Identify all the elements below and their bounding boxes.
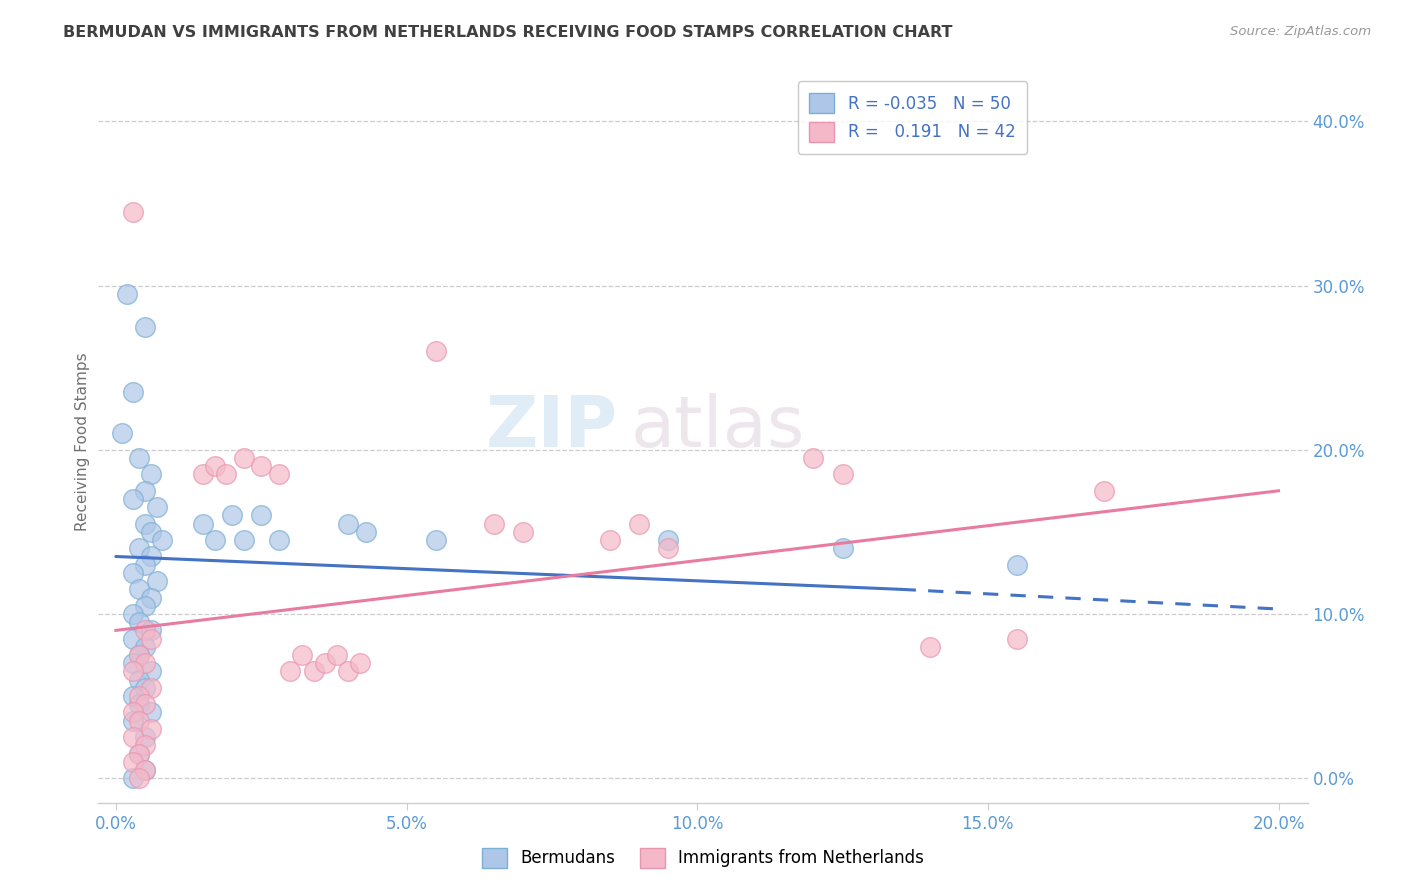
Point: [139, 549, 162, 564]
Point: [117, 286, 139, 301]
Point: [1005, 558, 1028, 572]
Point: [215, 467, 238, 482]
Point: [128, 582, 150, 597]
Point: [803, 450, 825, 465]
Point: [278, 665, 301, 679]
Text: atlas: atlas: [630, 392, 804, 461]
Text: ZIP: ZIP: [486, 392, 619, 461]
Point: [122, 385, 145, 400]
Point: [134, 640, 156, 654]
Point: [425, 344, 447, 359]
Point: [128, 673, 150, 687]
Point: [250, 508, 273, 523]
Point: [267, 533, 290, 547]
Point: [134, 657, 156, 671]
Point: [250, 459, 273, 474]
Y-axis label: Receiving Food Stamps: Receiving Food Stamps: [75, 352, 90, 531]
Point: [134, 698, 156, 712]
Point: [657, 533, 679, 547]
Point: [111, 426, 134, 441]
Point: [128, 648, 150, 662]
Point: [326, 648, 349, 662]
Point: [128, 689, 150, 703]
Point: [191, 516, 214, 531]
Text: Source: ZipAtlas.com: Source: ZipAtlas.com: [1230, 25, 1371, 38]
Point: [139, 665, 162, 679]
Point: [354, 524, 377, 539]
Point: [139, 467, 162, 482]
Point: [221, 508, 243, 523]
Point: [122, 491, 145, 506]
Point: [139, 681, 162, 695]
Point: [122, 204, 145, 219]
Point: [191, 467, 214, 482]
Legend: Bermudans, Immigrants from Netherlands: Bermudans, Immigrants from Netherlands: [475, 841, 931, 875]
Point: [122, 665, 145, 679]
Point: [204, 533, 226, 547]
Point: [134, 516, 156, 531]
Point: [657, 541, 679, 556]
Point: [122, 771, 145, 785]
Point: [134, 763, 156, 777]
Point: [128, 771, 150, 785]
Point: [134, 763, 156, 777]
Point: [139, 722, 162, 736]
Point: [337, 516, 360, 531]
Point: [122, 730, 145, 744]
Point: [139, 591, 162, 605]
Text: BERMUDAN VS IMMIGRANTS FROM NETHERLANDS RECEIVING FOOD STAMPS CORRELATION CHART: BERMUDAN VS IMMIGRANTS FROM NETHERLANDS …: [63, 25, 953, 40]
Point: [267, 467, 290, 482]
Point: [128, 450, 150, 465]
Point: [134, 483, 156, 498]
Point: [122, 706, 145, 720]
Point: [134, 730, 156, 744]
Point: [232, 450, 254, 465]
Point: [122, 714, 145, 728]
Point: [134, 319, 156, 334]
Point: [122, 755, 145, 769]
Point: [128, 714, 150, 728]
Point: [599, 533, 621, 547]
Point: [122, 566, 145, 580]
Point: [139, 706, 162, 720]
Point: [128, 615, 150, 630]
Point: [139, 524, 162, 539]
Point: [134, 558, 156, 572]
Point: [1092, 483, 1115, 498]
Point: [139, 624, 162, 638]
Point: [314, 657, 336, 671]
Point: [128, 747, 150, 761]
Point: [1005, 632, 1028, 646]
Point: [425, 533, 447, 547]
Point: [145, 500, 167, 515]
Point: [831, 467, 853, 482]
Point: [512, 524, 534, 539]
Point: [128, 747, 150, 761]
Point: [128, 648, 150, 662]
Point: [134, 599, 156, 613]
Point: [122, 689, 145, 703]
Point: [145, 574, 167, 588]
Point: [628, 516, 651, 531]
Legend: R = -0.035   N = 50, R =   0.191   N = 42: R = -0.035 N = 50, R = 0.191 N = 42: [797, 81, 1028, 153]
Point: [134, 739, 156, 753]
Point: [291, 648, 314, 662]
Point: [134, 681, 156, 695]
Point: [918, 640, 941, 654]
Point: [122, 607, 145, 621]
Point: [232, 533, 254, 547]
Point: [204, 459, 226, 474]
Point: [302, 665, 325, 679]
Point: [122, 657, 145, 671]
Point: [128, 541, 150, 556]
Point: [139, 632, 162, 646]
Point: [482, 516, 505, 531]
Point: [122, 632, 145, 646]
Point: [150, 533, 173, 547]
Point: [349, 657, 371, 671]
Point: [128, 698, 150, 712]
Point: [134, 624, 156, 638]
Point: [831, 541, 853, 556]
Point: [337, 665, 360, 679]
